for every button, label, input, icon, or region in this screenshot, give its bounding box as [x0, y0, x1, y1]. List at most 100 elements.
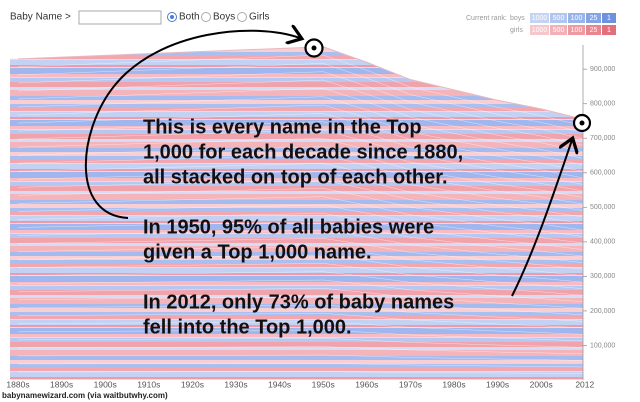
stream-separator [17, 163, 584, 211]
radio-label: Both [179, 12, 200, 23]
annotation: This is every name in the Top [143, 116, 422, 138]
y-tick-label: 400,000 [590, 239, 615, 246]
y-tick-label: 900,000 [590, 66, 615, 73]
x-tick-label: 1880s [6, 379, 29, 389]
radio-label: Girls [249, 12, 270, 23]
x-tick-label: 1910s [137, 379, 160, 389]
radio-label: Boys [213, 12, 235, 23]
stream-separator [17, 146, 584, 198]
stream-separator [17, 196, 584, 237]
x-tick-label: 1950s [312, 379, 335, 389]
stream-separator [17, 329, 584, 342]
stream-separator [17, 113, 584, 172]
rank-swatch [550, 13, 567, 23]
x-tick-label: 2000s [530, 379, 553, 389]
rank-swatch [550, 25, 567, 35]
annotation: 1,000 for each decade since 1880, [143, 141, 463, 163]
x-tick-label: 1960s [355, 379, 378, 389]
stream-separator [17, 171, 584, 218]
marker-dot [579, 120, 585, 126]
annotation: fell into the Top 1,000. [143, 316, 352, 338]
stream-separator [17, 304, 584, 322]
stream-separator [17, 271, 584, 296]
marker-dot [311, 45, 317, 51]
rank-label: 500 [553, 27, 565, 34]
rank-swatch [568, 25, 585, 35]
stream-separator [17, 121, 584, 179]
x-tick-label: 1940s [268, 379, 291, 389]
rank-swatch [530, 13, 549, 23]
name-input[interactable] [78, 10, 162, 25]
annotation: given a Top 1,000 name. [143, 241, 372, 263]
rank-swatch [568, 13, 585, 23]
stream-separator [17, 321, 584, 335]
stream-separator [17, 179, 584, 224]
stream-separator [17, 188, 584, 231]
stream-separator [17, 96, 584, 159]
rank-label: 500 [553, 15, 565, 22]
area-top [17, 46, 584, 120]
arrow [511, 140, 572, 297]
y-tick-label: 600,000 [590, 170, 615, 177]
rank-row-label: girls [510, 27, 523, 34]
radio-both[interactable] [167, 12, 177, 22]
radio-boys[interactable] [201, 12, 211, 22]
footer: babynamewizard.com (via waitbutwhy.com) [2, 391, 168, 400]
stream-separator [17, 88, 584, 153]
rank-swatch [602, 13, 616, 23]
x-tick-label: 1970s [399, 379, 422, 389]
stream-separator [17, 296, 584, 316]
annotation: In 1950, 95% of all babies were [143, 216, 434, 238]
stream-separator [17, 346, 584, 355]
x-tick-label: 1900s [94, 379, 117, 389]
stream-separator [17, 263, 584, 289]
area-fill [10, 46, 583, 380]
stream-separator [17, 363, 584, 368]
name-label: Baby Name > [10, 12, 71, 23]
stream-separator [17, 279, 584, 303]
stream-separator [17, 354, 584, 361]
arrow [84, 31, 300, 219]
y-tick-label: 800,000 [590, 101, 615, 108]
annotation: all stacked on top of each other. [143, 166, 448, 188]
rank-label: 1 [607, 27, 611, 34]
y-tick-label: 700,000 [590, 135, 615, 142]
rank-label: 1000 [532, 15, 548, 22]
stream-separator [17, 313, 584, 329]
stream-separator [17, 246, 584, 276]
radio-girls[interactable] [237, 12, 247, 22]
rank-swatch [530, 25, 549, 35]
y-tick-label: 200,000 [590, 308, 615, 315]
rank-swatch [586, 13, 601, 23]
stream-separator [17, 129, 584, 185]
stream-separator [17, 204, 584, 244]
x-tick-label: 2012 [575, 379, 594, 389]
rank-label: 100 [571, 27, 583, 34]
rank-label: 25 [590, 27, 598, 34]
rank-swatch [602, 25, 616, 35]
y-tick-label: 100,000 [590, 342, 615, 349]
stream-separator [17, 238, 584, 270]
stream-separator [17, 154, 584, 205]
x-tick-label: 1990s [486, 379, 509, 389]
y-tick-label: 500,000 [590, 204, 615, 211]
rank-label: 1000 [532, 27, 548, 34]
x-tick-label: 1980s [442, 379, 465, 389]
stream-separator [17, 63, 584, 133]
stream-separator [17, 229, 584, 263]
stream-separator [17, 288, 584, 309]
stream-separator [17, 138, 584, 192]
rank-label: 100 [571, 15, 583, 22]
stream-separator [17, 338, 584, 348]
rank-swatch [586, 25, 601, 35]
stream-separator [17, 371, 584, 374]
stream-separator [17, 71, 584, 140]
annotation: In 2012, only 73% of baby names [143, 291, 454, 313]
x-tick-label: 1930s [224, 379, 247, 389]
stream-separator [17, 104, 584, 166]
stream-separator [17, 254, 584, 283]
x-tick-label: 1890s [50, 379, 73, 389]
stream-separator [17, 213, 584, 250]
rank-label: 1 [607, 15, 611, 22]
